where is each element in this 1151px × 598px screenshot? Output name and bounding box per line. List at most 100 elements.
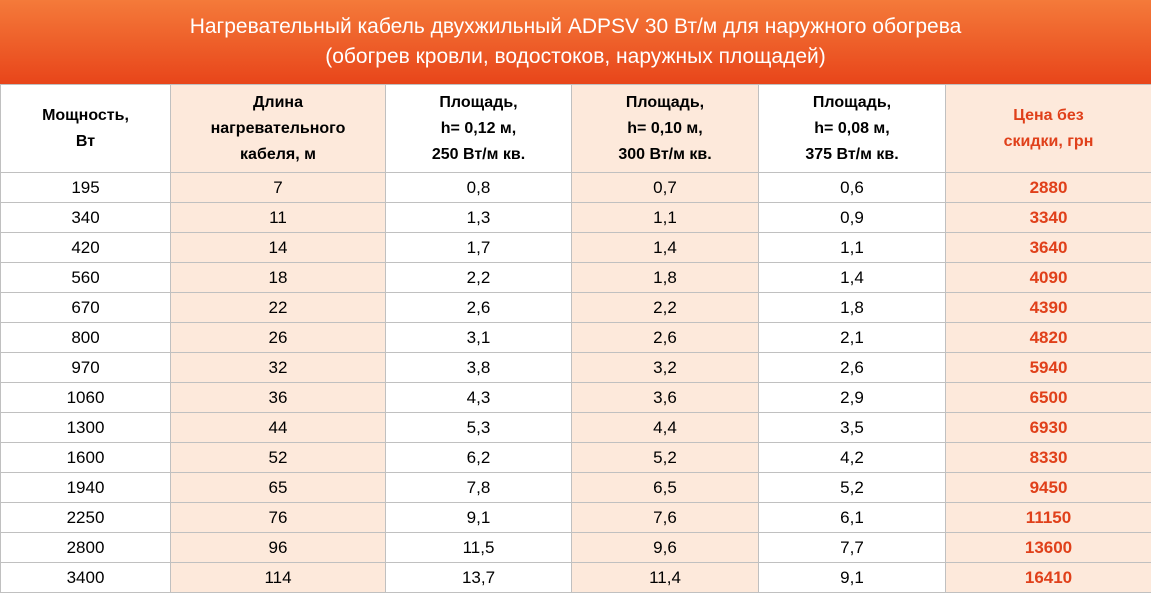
cell: 6,5	[571, 472, 759, 503]
cell: 26	[170, 322, 386, 353]
cell: 0,6	[758, 172, 946, 203]
cell: 11,5	[385, 532, 572, 563]
cell: 1300	[0, 412, 171, 443]
cell: 22	[170, 292, 386, 323]
table-row: 560 18 2,2 1,8 1,4 4090	[0, 262, 1151, 293]
cell: 11150	[945, 502, 1151, 533]
table-row: 800 26 3,1 2,6 2,1 4820	[0, 322, 1151, 353]
cell: 3,5	[758, 412, 946, 443]
column-header: Длина нагревательного кабеля, м	[170, 84, 386, 173]
cell: 4,4	[571, 412, 759, 443]
cell: 0,9	[758, 202, 946, 233]
table-row: 1060 36 4,3 3,6 2,9 6500	[0, 382, 1151, 413]
cell: 6,2	[385, 442, 572, 473]
cell: 1060	[0, 382, 171, 413]
cell: 1,8	[571, 262, 759, 293]
column-header: Площадь, h= 0,10 м, 300 Вт/м кв.	[571, 84, 759, 173]
cell: 3640	[945, 232, 1151, 263]
cell: 970	[0, 352, 171, 383]
cell: 2,2	[385, 262, 572, 293]
cell: 1,4	[571, 232, 759, 263]
table-row: 3400 114 13,7 11,4 9,1 16410	[0, 562, 1151, 593]
cell: 1,1	[571, 202, 759, 233]
cell: 1,7	[385, 232, 572, 263]
table-body: 195 7 0,8 0,7 0,6 2880 340 11 1,3 1,1 0,9 3340 420 14…	[0, 172, 1151, 593]
cell: 560	[0, 262, 171, 293]
table-row: 2800 96 11,5 9,6 7,7 13600	[0, 532, 1151, 563]
cell: 18	[170, 262, 386, 293]
cell: 3,8	[385, 352, 572, 383]
cell: 11,4	[571, 562, 759, 593]
cell: 2,1	[758, 322, 946, 353]
cell: 36	[170, 382, 386, 413]
cell: 7,6	[571, 502, 759, 533]
cell: 670	[0, 292, 171, 323]
cell: 1,4	[758, 262, 946, 293]
cell: 3,2	[571, 352, 759, 383]
table-row: 1600 52 6,2 5,2 4,2 8330	[0, 442, 1151, 473]
table-row: 970 32 3,8 3,2 2,6 5940	[0, 352, 1151, 383]
table-row: 420 14 1,7 1,4 1,1 3640	[0, 232, 1151, 263]
table-row: 1940 65 7,8 6,5 5,2 9450	[0, 472, 1151, 503]
header-row: Мощность, Вт Длина нагревательного кабеля…	[0, 84, 1151, 173]
cell: 1600	[0, 442, 171, 473]
cell: 1,8	[758, 292, 946, 323]
cell: 420	[0, 232, 171, 263]
cell: 4090	[945, 262, 1151, 293]
cell: 3340	[945, 202, 1151, 233]
cell: 7,8	[385, 472, 572, 503]
cell: 9450	[945, 472, 1151, 503]
cell: 96	[170, 532, 386, 563]
cell: 4820	[945, 322, 1151, 353]
cell: 3400	[0, 562, 171, 593]
cell: 44	[170, 412, 386, 443]
cell: 13,7	[385, 562, 572, 593]
cell: 14	[170, 232, 386, 263]
cell: 2880	[945, 172, 1151, 203]
price-table: Мощность, Вт Длина нагревательного кабеля…	[0, 84, 1151, 593]
column-header: Цена без скидки, грн	[945, 84, 1151, 173]
column-header: Площадь, h= 0,12 м, 250 Вт/м кв.	[385, 84, 572, 173]
cell: 4,2	[758, 442, 946, 473]
cell: 7,7	[758, 532, 946, 563]
cell: 65	[170, 472, 386, 503]
cell: 6500	[945, 382, 1151, 413]
cell: 4,3	[385, 382, 572, 413]
cell: 2,6	[758, 352, 946, 383]
cell: 114	[170, 562, 386, 593]
table-row: 2250 76 9,1 7,6 6,1 11150	[0, 502, 1151, 533]
cell: 6,1	[758, 502, 946, 533]
cell: 0,8	[385, 172, 572, 203]
table-row: 340 11 1,3 1,1 0,9 3340	[0, 202, 1151, 233]
table-row: 670 22 2,6 2,2 1,8 4390	[0, 292, 1151, 323]
cell: 13600	[945, 532, 1151, 563]
cell: 3,1	[385, 322, 572, 353]
column-header: Площадь, h= 0,08 м, 375 Вт/м кв.	[758, 84, 946, 173]
cell: 6930	[945, 412, 1151, 443]
cell: 52	[170, 442, 386, 473]
cell: 9,6	[571, 532, 759, 563]
cell: 1940	[0, 472, 171, 503]
cell: 2250	[0, 502, 171, 533]
cell: 5,3	[385, 412, 572, 443]
title: Нагревательный кабель двухжильный ADPSV …	[0, 0, 1151, 84]
cell: 1,1	[758, 232, 946, 263]
cell: 800	[0, 322, 171, 353]
cell: 8330	[945, 442, 1151, 473]
cell: 16410	[945, 562, 1151, 593]
table-row: 1300 44 5,3 4,4 3,5 6930	[0, 412, 1151, 443]
cell: 5940	[945, 352, 1151, 383]
cell: 340	[0, 202, 171, 233]
cell: 3,6	[571, 382, 759, 413]
cell: 1,3	[385, 202, 572, 233]
cell: 2,6	[571, 322, 759, 353]
column-header: Мощность, Вт	[0, 84, 171, 173]
cell: 5,2	[758, 472, 946, 503]
cell: 4390	[945, 292, 1151, 323]
cell: 2,9	[758, 382, 946, 413]
table-row: 195 7 0,8 0,7 0,6 2880	[0, 172, 1151, 203]
cell: 76	[170, 502, 386, 533]
cell: 2,2	[571, 292, 759, 323]
cell: 9,1	[385, 502, 572, 533]
